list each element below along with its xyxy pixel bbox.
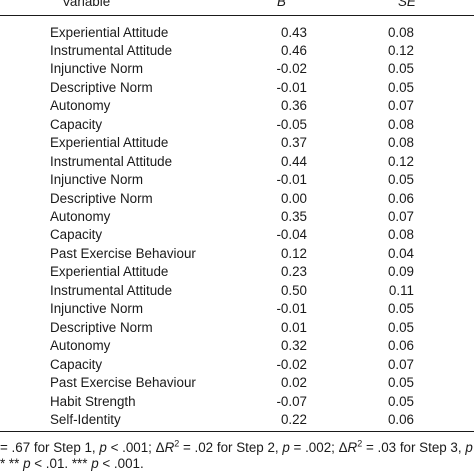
cell-variable: Habit Strength — [50, 393, 136, 409]
cell-variable: Injunctive Norm — [50, 301, 144, 317]
cell-b: -0.07 — [276, 393, 307, 409]
cell-se: 0.12 — [387, 153, 414, 169]
cell-b: 0.37 — [280, 135, 307, 151]
cell-se: 0.08 — [387, 227, 414, 243]
cell-se: 0.05 — [387, 79, 414, 95]
cell-variable: Experiential Attitude — [50, 264, 169, 280]
cell-se: 0.05 — [387, 319, 414, 335]
table-row: Experiential Attitude 0.37 0.08 — [0, 134, 474, 152]
table-row: Habit Strength -0.07 0.05 — [0, 393, 474, 411]
table-note-line-2: * ** p < .01. *** p < .001. — [0, 456, 144, 471]
cell-variable: Injunctive Norm — [50, 172, 144, 188]
table-row: Self-Identity 0.22 0.06 — [0, 411, 474, 429]
cell-variable: Autonomy — [50, 209, 111, 224]
cell-variable: Experiential Attitude — [50, 135, 169, 151]
bottom-rule — [0, 431, 474, 432]
header-se: SE — [398, 0, 416, 9]
table-row: Autonomy 0.35 0.07 — [0, 208, 474, 226]
cell-se: 0.06 — [387, 190, 414, 206]
cell-b: 0.50 — [280, 282, 307, 298]
table-row: Injunctive Norm -0.01 0.05 — [0, 300, 474, 318]
table-row: Descriptive Norm 0.01 0.05 — [0, 319, 474, 337]
cell-variable: Past Exercise Behaviour — [50, 245, 196, 261]
cell-se: 0.05 — [387, 375, 414, 391]
cell-b: 0.22 — [280, 411, 307, 427]
cell-b: 0.00 — [280, 190, 307, 206]
table-row: Autonomy 0.36 0.07 — [0, 97, 474, 115]
cell-variable: Self-Identity — [50, 411, 121, 427]
cell-b: 0.44 — [280, 153, 307, 169]
table-row: Capacity -0.04 0.08 — [0, 226, 474, 244]
cell-se: 0.08 — [387, 24, 414, 40]
cell-b: 0.02 — [280, 375, 307, 391]
table-row: Capacity -0.05 0.08 — [0, 116, 474, 134]
table-row: Experiential Attitude 0.43 0.08 — [0, 24, 474, 42]
table-row: Past Exercise Behaviour 0.12 0.04 — [0, 245, 474, 263]
cell-b: -0.02 — [276, 356, 307, 372]
cell-variable: Autonomy — [50, 98, 111, 114]
table-row: Instrumental Attitude 0.50 0.11 — [0, 282, 474, 300]
cell-b: -0.05 — [276, 116, 307, 132]
cell-b: -0.01 — [276, 79, 307, 95]
cell-variable: Instrumental Attitude — [50, 282, 173, 298]
table-row: Instrumental Attitude 0.44 0.12 — [0, 153, 474, 171]
table-row: Capacity -0.02 0.07 — [0, 356, 474, 374]
cell-b: 0.35 — [280, 209, 307, 224]
cell-b: 0.46 — [280, 42, 307, 58]
cell-se: 0.07 — [387, 209, 414, 224]
cell-variable: Capacity — [50, 116, 103, 132]
cell-variable: Instrumental Attitude — [50, 153, 173, 169]
cell-variable: Experiential Attitude — [50, 24, 169, 40]
cell-variable: Past Exercise Behaviour — [50, 375, 196, 391]
cell-b: 0.01 — [280, 319, 307, 335]
cell-variable: Injunctive Norm — [50, 61, 144, 77]
table-header-row: Variable B SE — [0, 0, 474, 11]
table-row: Descriptive Norm -0.01 0.05 — [0, 79, 474, 97]
table-row: Past Exercise Behaviour 0.02 0.05 — [0, 374, 474, 392]
cell-b: 0.32 — [280, 338, 307, 354]
cell-se: 0.09 — [387, 264, 414, 280]
cell-b: -0.02 — [276, 61, 307, 77]
header-b: B — [277, 0, 286, 9]
table-row: Autonomy 0.32 0.06 — [0, 337, 474, 355]
cell-se: 0.11 — [388, 282, 414, 298]
table-row: Instrumental Attitude 0.46 0.12 — [0, 42, 474, 60]
cell-b: 0.43 — [280, 24, 307, 40]
cell-variable: Capacity — [50, 356, 103, 372]
cell-b: -0.01 — [276, 301, 307, 317]
header-rule — [0, 15, 474, 16]
cell-se: 0.06 — [387, 338, 414, 354]
cell-se: 0.05 — [387, 393, 414, 409]
table-row: Injunctive Norm -0.01 0.05 — [0, 171, 474, 189]
table-row: Descriptive Norm 0.00 0.06 — [0, 190, 474, 208]
cell-se: 0.08 — [387, 116, 414, 132]
cell-b: -0.04 — [276, 227, 307, 243]
cell-se: 0.07 — [387, 356, 414, 372]
cell-b: 0.23 — [280, 264, 307, 280]
table-row: Experiential Attitude 0.23 0.09 — [0, 263, 474, 281]
cell-variable: Descriptive Norm — [50, 79, 153, 95]
cell-variable: Capacity — [50, 227, 103, 243]
cell-se: 0.05 — [387, 172, 414, 188]
cell-se: 0.08 — [387, 135, 414, 151]
cell-se: 0.05 — [387, 61, 414, 77]
cell-se: 0.12 — [387, 42, 414, 58]
cell-b: 0.36 — [280, 98, 307, 114]
cell-se: 0.06 — [387, 411, 414, 427]
cell-variable: Descriptive Norm — [50, 319, 153, 335]
cell-variable: Autonomy — [50, 338, 111, 354]
table-row: Injunctive Norm -0.02 0.05 — [0, 60, 474, 78]
cell-b: 0.12 — [280, 245, 307, 261]
cell-se: 0.05 — [387, 301, 414, 317]
cell-variable: Instrumental Attitude — [50, 42, 173, 58]
cell-se: 0.04 — [387, 245, 414, 261]
cell-variable: Descriptive Norm — [50, 190, 153, 206]
cell-b: -0.01 — [276, 172, 307, 188]
header-variable: Variable — [62, 0, 111, 9]
cell-se: 0.07 — [387, 98, 414, 114]
table-note-line-1: = .67 for Step 1, p < .001; ΔR2 = .02 fo… — [0, 439, 473, 456]
